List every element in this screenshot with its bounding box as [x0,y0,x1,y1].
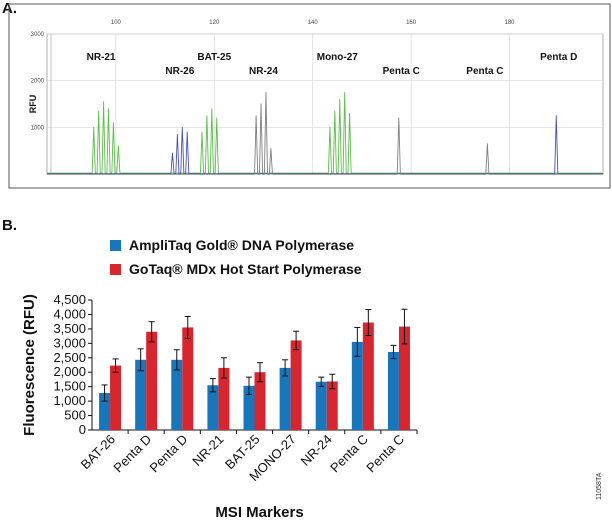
bar [254,372,266,430]
peak-label: Penta D [540,52,577,63]
electro-trace [47,115,603,175]
bar-y-tick-label: 3,000 [53,335,86,350]
peak-label: NR-26 [165,66,194,77]
bar-y-tick-label: 4,000 [53,306,86,321]
bar [326,381,338,430]
legend-swatch-amplitaq [110,239,121,251]
bar [362,322,374,430]
electro-x-tick-label: 140 [308,20,319,26]
bar [243,385,255,430]
legend-label-gotaq: GoTaq® MDx Hot Start Polymerase [129,261,362,277]
bar-x-tick-label: Penta C [327,432,371,476]
bar-y-tick-label: 500 [64,408,86,423]
electro-plot-area [46,33,604,175]
peak-label: NR-21 [87,52,116,63]
bar [290,340,302,430]
bar [110,365,122,430]
electro-x-tick-label: 160 [406,20,417,26]
electro-y-tick-label: 2000 [31,79,45,85]
electro-frame [8,3,611,189]
peak-label: Mono-27 [317,52,359,63]
peak-label: Penta C [383,66,420,77]
figure-code: 11058TA [596,472,603,500]
bar-x-tick-label: NR-21 [189,432,226,469]
bar-y-tick-label: 0 [79,422,86,437]
bar [99,393,111,430]
peak-label: Penta C [466,66,503,77]
bar-x-axis-label: MSI Markers [215,504,303,521]
bar-x-tick-label: NR-24 [298,432,335,469]
bar-y-axis-label: Fluorescence (RFU) [21,294,38,436]
bar [135,359,147,430]
bar [146,331,158,430]
bar [218,367,230,430]
electro-trace [47,91,603,174]
bar [182,327,194,430]
electro-x-tick-label: 120 [209,20,220,26]
bar [315,381,327,430]
legend-swatch-gotaq [110,263,121,275]
bar-y-tick-label: 4,500 [53,292,86,307]
bar-x-tick-label: BAT-25 [222,432,263,473]
bar-x-tick-label: BAT-26 [78,432,119,473]
bar-y-tick-label: 2,500 [53,350,86,365]
electropherogram-chart: 100 120 140 160 180 3000 2000 1000 RFU NR-21 NR-26… [8,3,611,189]
bar [279,367,291,430]
bar [351,341,363,430]
bar-y-tick-label: 1,500 [53,379,86,394]
bar-y-tick-label: 2,000 [53,364,86,379]
bar [171,359,183,430]
electro-y-axis-label: RFU [28,95,38,114]
peak-label: BAT-25 [197,52,231,63]
legend-label-amplitaq: AmpliTaq Gold® DNA Polymerase [129,237,355,253]
bar [207,385,219,430]
legend-item-gotaq: GoTaq® MDx Hot Start Polymerase [110,261,362,277]
panel-b-label: B. [2,217,17,234]
peak-label: NR-24 [249,66,278,77]
electro-y-tick-label: 3000 [31,32,45,38]
bar [387,352,399,430]
bar-x-tick-label: Penta D [147,432,191,476]
bar-y-tick-label: 1,000 [53,393,86,408]
bar-x-tick-label: Penta D [110,432,154,476]
electro-y-tick-label: 1000 [31,125,45,131]
bar-x-tick-label: Penta C [363,432,407,476]
bar [398,326,410,430]
bar-y-tick-label: 3,500 [53,321,86,336]
legend-item-amplitaq: AmpliTaq Gold® DNA Polymerase [110,237,354,253]
electro-x-tick-label: 180 [505,20,516,26]
electro-x-tick-label: 100 [111,20,122,26]
bar-x-tick-label: MONO-27 [246,432,298,484]
electro-trace [47,91,603,175]
